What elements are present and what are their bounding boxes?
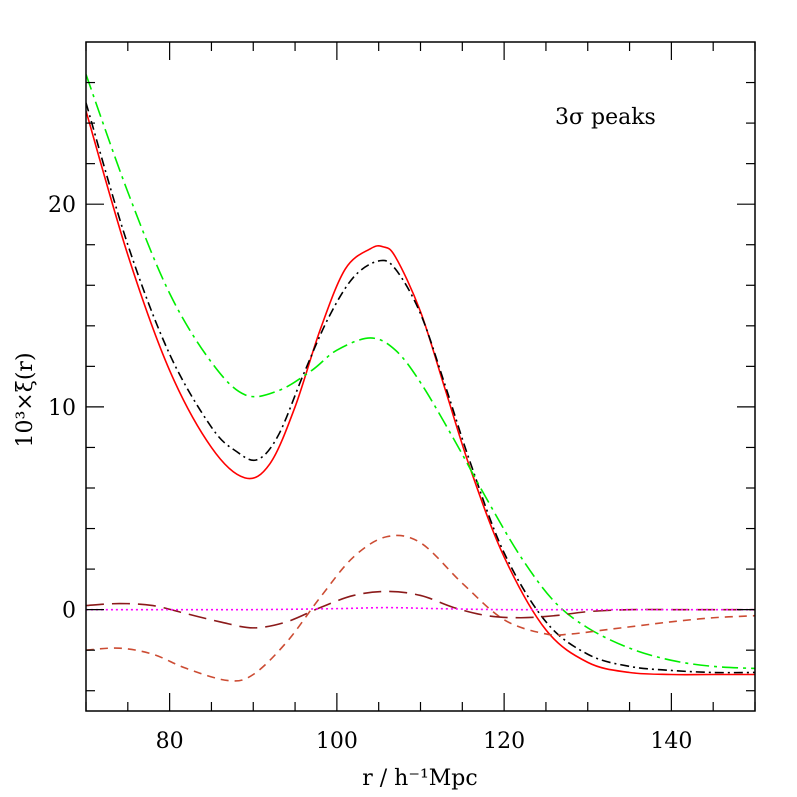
x-axis-label: r / h⁻¹Mpc — [362, 766, 477, 791]
series-line-2 — [86, 102, 755, 674]
series-line-4 — [86, 534, 755, 682]
y-tick-label: 20 — [48, 193, 76, 218]
chart-annotation: 3σ peaks — [555, 105, 656, 130]
x-tick-label: 80 — [156, 729, 184, 754]
series-layer — [86, 74, 755, 682]
series-line-3 — [86, 74, 755, 670]
y-tick-label: 10 — [48, 396, 76, 421]
series-line-6 — [86, 606, 755, 611]
x-tick-label: 120 — [483, 729, 525, 754]
x-tick-label: 100 — [316, 729, 358, 754]
series-line-1 — [86, 110, 755, 676]
y-tick-label: 0 — [62, 599, 76, 624]
y-axis-label: 10³×ξ(r) — [13, 352, 38, 447]
x-tick-label: 140 — [650, 729, 692, 754]
plot-frame — [85, 41, 756, 712]
axes-layer: 80 100 120 140 0 10 20 — [48, 41, 756, 754]
